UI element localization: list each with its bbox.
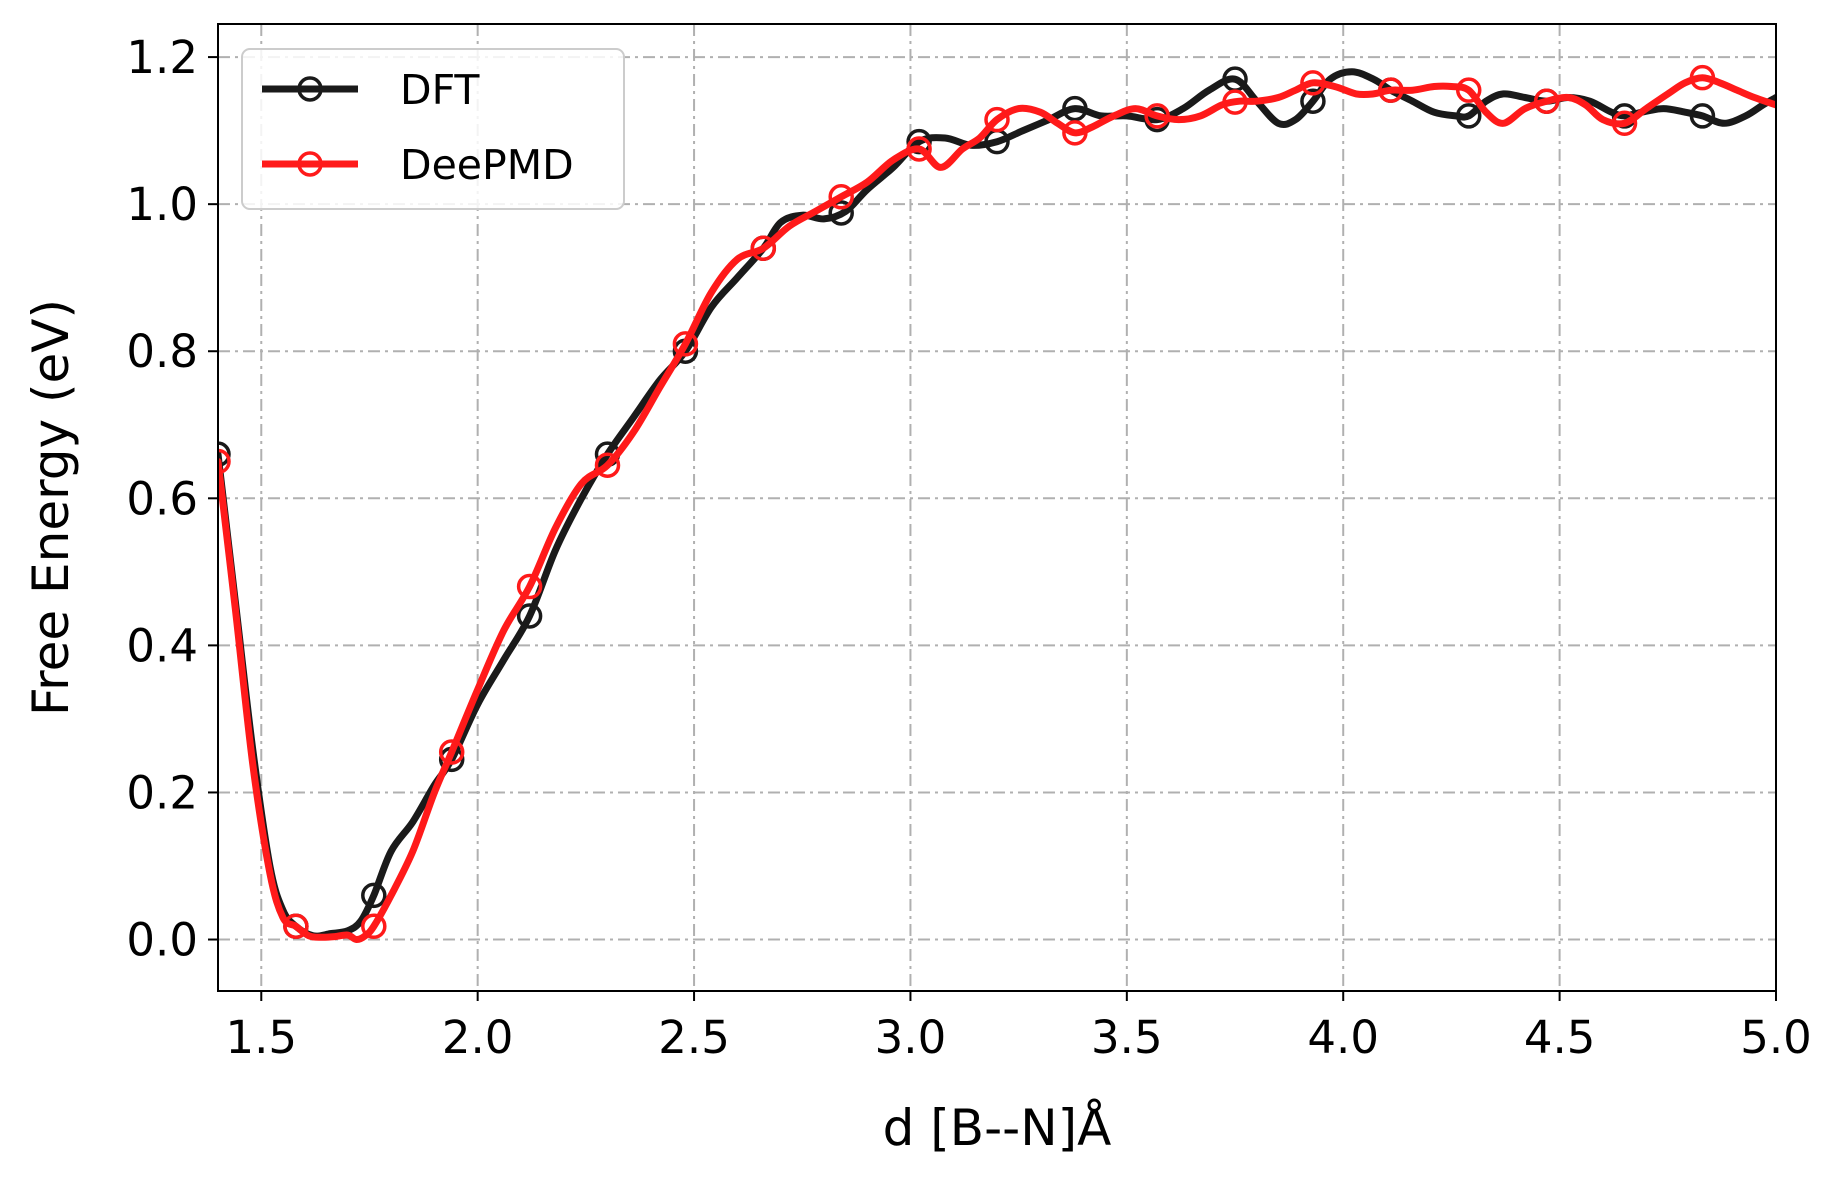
data-point-deepmd (1689, 64, 1716, 91)
data-point-dft (906, 128, 932, 155)
data-point-deepmd (438, 739, 465, 765)
y-tick-label: 0.4 (126, 619, 198, 672)
x-tick-label: 4.0 (1307, 1011, 1379, 1064)
data-point-deepmd (828, 184, 854, 210)
y-tick-label: 0.8 (126, 325, 198, 378)
data-point-deepmd (672, 331, 699, 357)
legend-marker-deepmd (297, 151, 323, 177)
data-point-deepmd (218, 448, 231, 475)
data-point-deepmd (1455, 77, 1482, 103)
legend-marker-dft (297, 76, 323, 102)
data-point-dft (1455, 103, 1482, 129)
x-tick-label: 3.0 (875, 1011, 947, 1064)
legend: DFT DeePMD (241, 48, 625, 210)
data-point-dft (1689, 103, 1716, 129)
y-axis-ticks: 0.0 0.2 0.4 0.6 0.8 1.0 1.2 (126, 31, 218, 967)
data-point-dft (361, 882, 387, 909)
y-axis-label: Free Energy (eV) (22, 299, 80, 716)
x-axis-ticks: 1.5 2.0 2.5 3.0 3.5 4.0 4.5 5.0 (225, 991, 1812, 1064)
x-axis-label: d [B--N]Å (883, 1099, 1112, 1157)
y-tick-label: 1.2 (126, 31, 198, 84)
legend-label-dft: DFT (400, 66, 480, 114)
data-point-deepmd (1062, 120, 1088, 146)
legend-label-deepmd: DeePMD (400, 141, 574, 189)
data-point-deepmd (516, 573, 543, 600)
data-point-deepmd (361, 913, 387, 940)
y-tick-label: 0.6 (126, 472, 198, 525)
x-tick-label: 1.5 (225, 1011, 297, 1064)
data-point-deepmd (1611, 110, 1638, 137)
data-point-deepmd (1144, 103, 1170, 129)
data-point-deepmd (984, 106, 1010, 133)
series-deepmd (218, 64, 1776, 943)
data-point-deepmd (1222, 89, 1248, 115)
y-tick-label: 1.0 (126, 178, 198, 231)
data-point-deepmd (1533, 88, 1560, 114)
x-tick-label: 4.5 (1524, 1011, 1596, 1064)
y-tick-label: 0.0 (126, 914, 198, 967)
y-tick-label: 0.2 (126, 766, 198, 819)
data-point-deepmd (750, 235, 777, 262)
data-point-deepmd (1378, 77, 1404, 103)
data-point-dft (1300, 88, 1326, 114)
data-point-deepmd (906, 136, 932, 162)
data-point-deepmd (1300, 70, 1326, 96)
data-point-deepmd (594, 452, 621, 478)
plot-frame (217, 23, 1777, 992)
x-tick-label: 5.0 (1740, 1011, 1812, 1064)
data-point-dft (1062, 95, 1088, 122)
data-point-dft (828, 200, 854, 226)
x-tick-label: 2.0 (442, 1011, 514, 1064)
data-point-dft (218, 441, 231, 467)
x-tick-label: 2.5 (658, 1011, 730, 1064)
x-tick-label: 3.5 (1091, 1011, 1163, 1064)
data-point-deepmd (283, 913, 309, 940)
series-layer (218, 64, 1776, 943)
series-line-deepmd (218, 74, 1776, 943)
data-point-dft (516, 603, 543, 629)
